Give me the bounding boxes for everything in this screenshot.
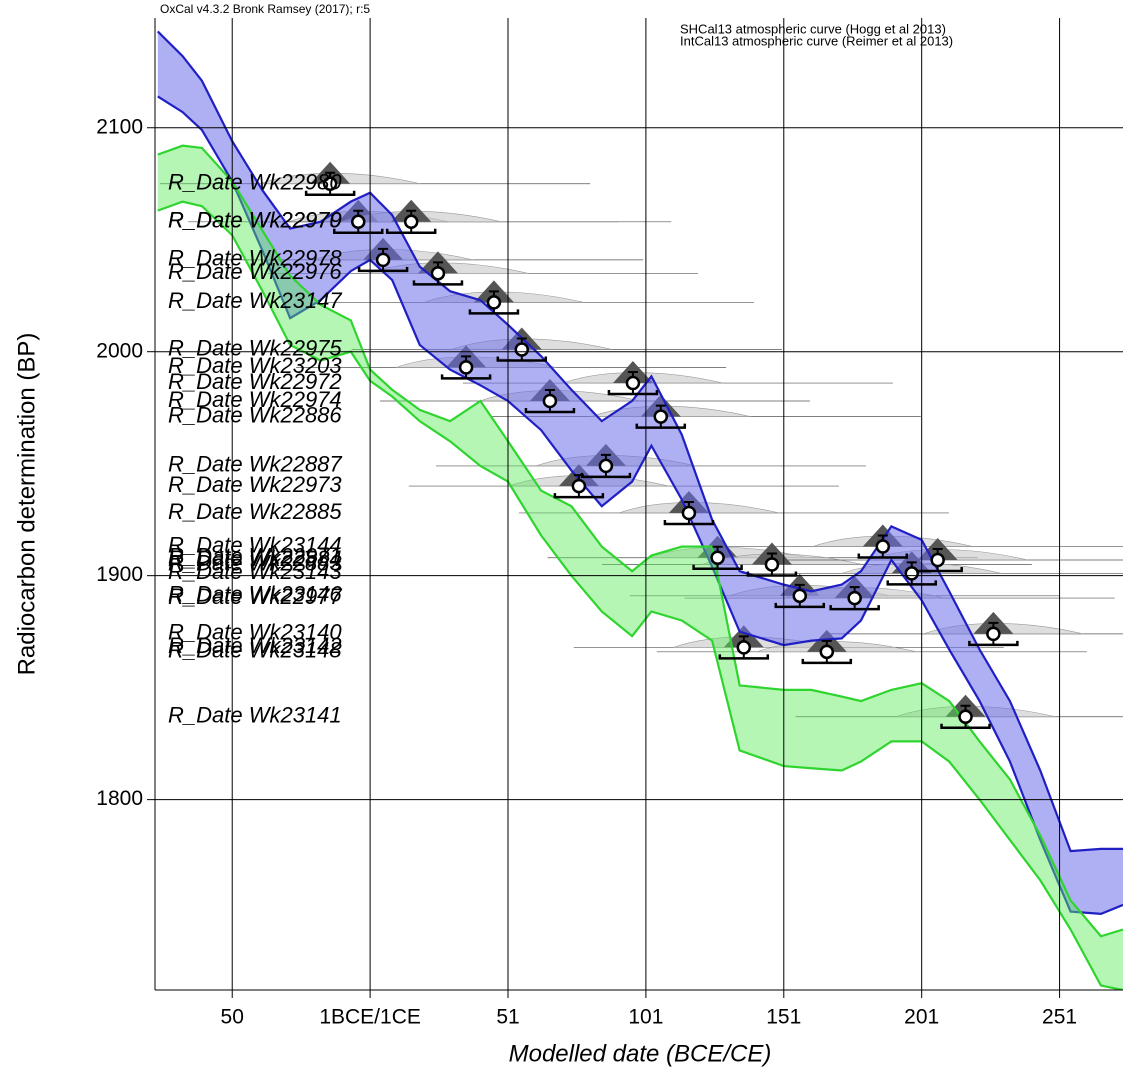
date-label: R_Date Wk22971 xyxy=(168,544,342,569)
date-marker xyxy=(904,566,919,581)
date-label: R_Date Wk23147 xyxy=(168,288,342,313)
curve-lower xyxy=(157,95,1123,915)
plot-area xyxy=(156,30,1123,990)
date-label: R_Date Wk22972 xyxy=(168,369,342,394)
date-marker xyxy=(819,644,835,660)
date-marker xyxy=(458,360,474,375)
y-tick-label: 1900 xyxy=(96,563,143,586)
y-tick-label: 2100 xyxy=(96,115,143,138)
date-marker xyxy=(430,266,446,281)
date-label: R_Date Wk22973 xyxy=(168,472,342,497)
date-label: R_Date Wk22887 xyxy=(168,452,342,477)
date-marker xyxy=(710,550,725,566)
date-marker xyxy=(571,478,587,494)
date-marker xyxy=(486,295,502,310)
x-tick-label: 201 xyxy=(904,1006,939,1029)
date-marker xyxy=(930,552,945,568)
date-marker xyxy=(403,214,419,230)
date-label: R_Date Wk22885 xyxy=(168,499,342,524)
date-label: R_Date Wk22883 xyxy=(168,550,342,575)
date-label: R_Date Wk23140 xyxy=(168,620,342,645)
x-tick-label: 1BCE/1CE xyxy=(319,1006,421,1029)
date-marker xyxy=(792,588,808,604)
legend-entry: IntCal13 atmospheric curve (Reimer et al… xyxy=(680,33,953,48)
date-label: R_Date Wk23203 xyxy=(168,353,342,378)
date-marker xyxy=(736,640,752,655)
date-marker xyxy=(351,214,366,230)
date-marker xyxy=(322,176,338,191)
legend-entry: SHCal13 atmospheric curve (Hogg et al 20… xyxy=(680,21,946,36)
date-label: R_Date Wk22979 xyxy=(168,208,342,233)
date-label: R_Date Wk23148 xyxy=(168,638,342,663)
x-tick-label: 101 xyxy=(628,1006,663,1029)
date-label: R_Date Wk22970 xyxy=(168,208,342,233)
date-marker xyxy=(875,539,891,554)
date-label: R_Date Wk22980 xyxy=(168,170,342,195)
y-axis-title: Radiocarbon determination (BP) xyxy=(13,333,40,676)
date-label: R_Date Wk22976 xyxy=(168,259,342,284)
curve-band xyxy=(157,31,1123,914)
date-marker xyxy=(764,557,780,572)
date-label: R_Date Wk23143 xyxy=(168,559,342,584)
date-label: R_Date Wk22884 xyxy=(168,546,342,571)
date-marker xyxy=(847,590,862,606)
curve-lower xyxy=(157,200,1123,990)
y-tick-label: 1800 xyxy=(96,787,143,810)
date-marker xyxy=(986,626,1001,642)
date-marker xyxy=(653,409,669,424)
date-label: R_Date Wk23141 xyxy=(168,703,342,728)
date-marker xyxy=(598,458,614,474)
date-marker xyxy=(625,375,641,391)
x-tick-label: 151 xyxy=(766,1006,801,1029)
date-marker xyxy=(375,252,391,268)
date-label: R_Date Wk22975 xyxy=(168,335,342,360)
date-label: R_Date Wk22974 xyxy=(168,387,342,412)
header: OxCal v4.3.2 Bronk Ramsey (2017); r:5 xyxy=(160,2,370,16)
y-tick-label: 2000 xyxy=(96,339,143,362)
x-tick-label: 50 xyxy=(221,1006,244,1029)
date-label: R_Date Wk23144 xyxy=(168,532,342,557)
x-tick-label: 51 xyxy=(496,1006,519,1029)
date-label: R_Date Wk23146 xyxy=(168,582,342,607)
curve-upper xyxy=(156,30,1123,853)
curve-band xyxy=(157,145,1123,990)
date-label: R_Date Wk23142 xyxy=(168,633,342,658)
date-label: R_Date Wk22886 xyxy=(168,402,342,427)
x-tick-label: 251 xyxy=(1042,1006,1077,1029)
date-label: R_Date Wk22977 xyxy=(168,584,342,609)
x-axis-title: Modelled date (BCE/CE) xyxy=(509,1040,772,1067)
date-marker xyxy=(958,709,973,725)
date-marker xyxy=(542,393,558,409)
date-marker xyxy=(681,505,697,521)
date-label: R_Date Wk22978 xyxy=(168,246,342,271)
date-marker xyxy=(514,342,530,357)
